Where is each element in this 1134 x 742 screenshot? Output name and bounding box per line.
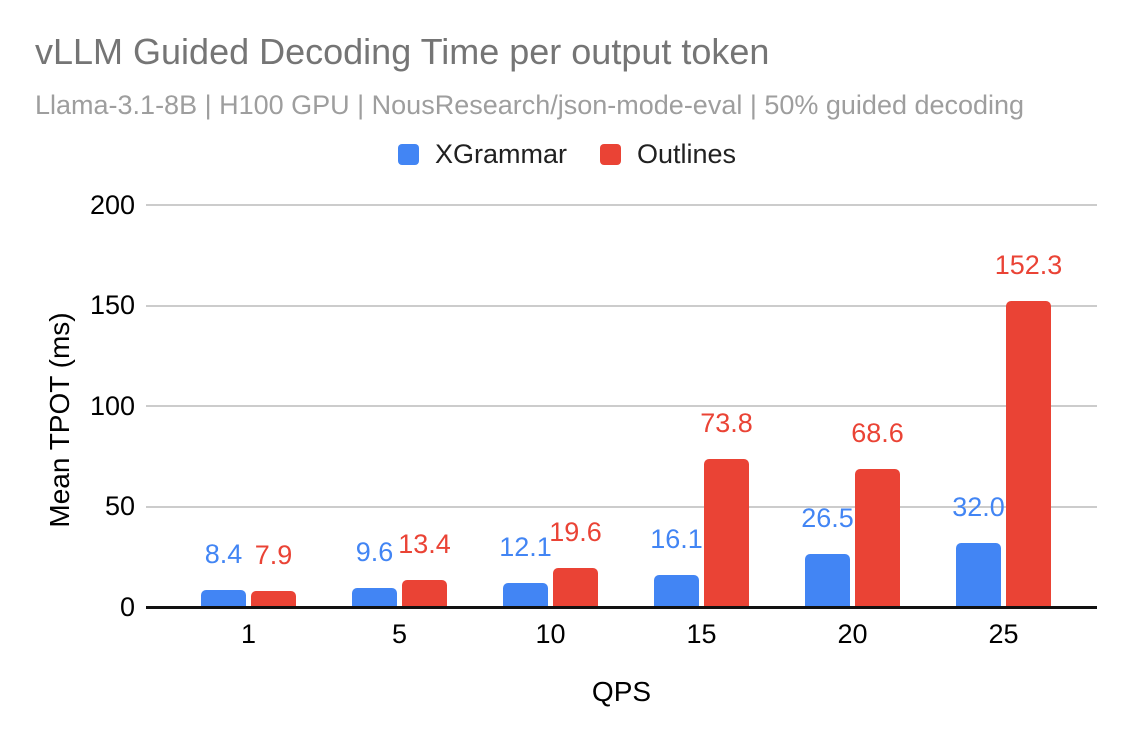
bar-value-label-outlines-qps-1: 7.9 bbox=[254, 540, 293, 571]
plot-area: 8.4 7.9 1 9.6 13.4 5 12.1 19.6 10 16.1 73.8 15 26.5 6… bbox=[146, 204, 1097, 648]
gridline-200 bbox=[146, 204, 1097, 206]
bar-xgrammar-qps-5 bbox=[352, 587, 397, 607]
x-tick-label-25: 25 bbox=[988, 619, 1019, 649]
bar-xgrammar-qps-1 bbox=[201, 590, 246, 607]
bar-outlines-qps-20 bbox=[855, 469, 900, 607]
bar-column-xgrammar-qps-5: 9.6 bbox=[352, 536, 397, 607]
bar-xgrammar-qps-20 bbox=[805, 553, 850, 607]
bar-column-xgrammar-qps-25: 32.0 bbox=[952, 493, 1005, 607]
x-tick-label-20: 20 bbox=[837, 619, 868, 649]
legend-item-outlines: Outlines bbox=[599, 139, 737, 169]
bar-outlines-qps-5 bbox=[402, 580, 447, 607]
bar-value-label-xgrammar-qps-20: 26.5 bbox=[801, 502, 854, 533]
bar-outlines-qps-1 bbox=[251, 591, 296, 607]
bar-group-qps-10: 12.1 19.6 10 bbox=[475, 205, 626, 647]
bar-outlines-qps-15 bbox=[704, 458, 749, 607]
gridline-50 bbox=[146, 505, 1097, 508]
bar-column-outlines-qps-5: 13.4 bbox=[398, 531, 451, 607]
y-tick-label-50: 50 bbox=[104, 491, 135, 521]
chart-subtitle: Llama-3.1-8B | H100 GPU | NousResearch/j… bbox=[35, 90, 1025, 120]
bar-group-qps-1: 8.4 7.9 1 bbox=[173, 205, 324, 648]
bar-column-outlines-qps-25: 152.3 bbox=[995, 251, 1062, 607]
bar-column-xgrammar-qps-15: 16.1 bbox=[650, 525, 703, 607]
bar-value-label-xgrammar-qps-15: 16.1 bbox=[650, 523, 703, 554]
legend: XGrammar Outlines bbox=[0, 141, 1134, 168]
bar-group-qps-15: 16.1 73.8 15 bbox=[626, 205, 777, 647]
bar-xgrammar-qps-15 bbox=[654, 574, 699, 607]
bar-column-outlines-qps-15: 73.8 bbox=[700, 409, 753, 607]
y-tick-label-200: 200 bbox=[89, 189, 135, 220]
gridline-150 bbox=[146, 304, 1097, 307]
bar-value-label-xgrammar-qps-10: 12.1 bbox=[499, 531, 552, 562]
bar-xgrammar-qps-25 bbox=[956, 542, 1001, 607]
bar-outlines-qps-25 bbox=[1006, 300, 1051, 607]
chart-title: vLLM Guided Decoding Time per output tok… bbox=[35, 31, 770, 72]
x-tick-label-15: 15 bbox=[686, 619, 717, 649]
y-tick-label-100: 100 bbox=[89, 390, 135, 421]
x-tick-label-1: 1 bbox=[240, 619, 257, 649]
x-axis-baseline bbox=[146, 606, 1097, 609]
bar-column-outlines-qps-1: 7.9 bbox=[251, 542, 296, 607]
bar-column-outlines-qps-20: 68.6 bbox=[851, 420, 904, 607]
bar-group-qps-5: 9.6 13.4 5 bbox=[324, 205, 475, 648]
y-tick-label-150: 150 bbox=[89, 290, 135, 320]
bar-groups: 8.4 7.9 1 9.6 13.4 5 12.1 19.6 10 16.1 73.8 15 26.5 6… bbox=[173, 205, 1079, 648]
bar-column-xgrammar-qps-20: 26.5 bbox=[801, 504, 854, 607]
bar-xgrammar-qps-10 bbox=[503, 582, 548, 607]
y-tick-label-0: 0 bbox=[119, 591, 135, 622]
legend-label-xgrammar: XGrammar bbox=[434, 139, 567, 169]
bar-value-label-outlines-qps-5: 13.4 bbox=[398, 529, 451, 560]
y-axis-title: Mean TPOT (ms) bbox=[44, 312, 75, 528]
legend-swatch-outlines bbox=[599, 144, 621, 165]
legend-item-xgrammar: XGrammar bbox=[397, 139, 567, 169]
bar-value-label-outlines-qps-20: 68.6 bbox=[851, 418, 904, 449]
bar-column-xgrammar-qps-1: 8.4 bbox=[201, 541, 246, 607]
bar-column-outlines-qps-10: 19.6 bbox=[549, 518, 602, 607]
x-tick-label-5: 5 bbox=[391, 619, 408, 649]
bar-outlines-qps-10 bbox=[553, 567, 598, 607]
bar-group-qps-25: 32.0 152.3 25 bbox=[928, 205, 1079, 647]
bar-column-xgrammar-qps-10: 12.1 bbox=[499, 533, 552, 607]
bar-value-label-outlines-qps-15: 73.8 bbox=[700, 407, 753, 438]
y-axis-tick-labels: 0 50 100 150 200 bbox=[0, 191, 135, 620]
bar-group-qps-20: 26.5 68.6 20 bbox=[777, 205, 928, 648]
legend-label-outlines: Outlines bbox=[636, 139, 737, 169]
legend-swatch-xgrammar bbox=[397, 144, 419, 165]
bar-value-label-xgrammar-qps-5: 9.6 bbox=[355, 536, 394, 567]
gridline-100 bbox=[146, 405, 1097, 407]
bar-value-label-outlines-qps-25: 152.3 bbox=[994, 249, 1063, 280]
bar-value-label-xgrammar-qps-1: 8.4 bbox=[204, 539, 243, 570]
x-tick-label-10: 10 bbox=[535, 619, 566, 649]
x-axis-title: QPS bbox=[591, 676, 652, 707]
bar-value-label-outlines-qps-10: 19.6 bbox=[549, 516, 602, 547]
bar-value-label-xgrammar-qps-25: 32.0 bbox=[952, 491, 1005, 522]
